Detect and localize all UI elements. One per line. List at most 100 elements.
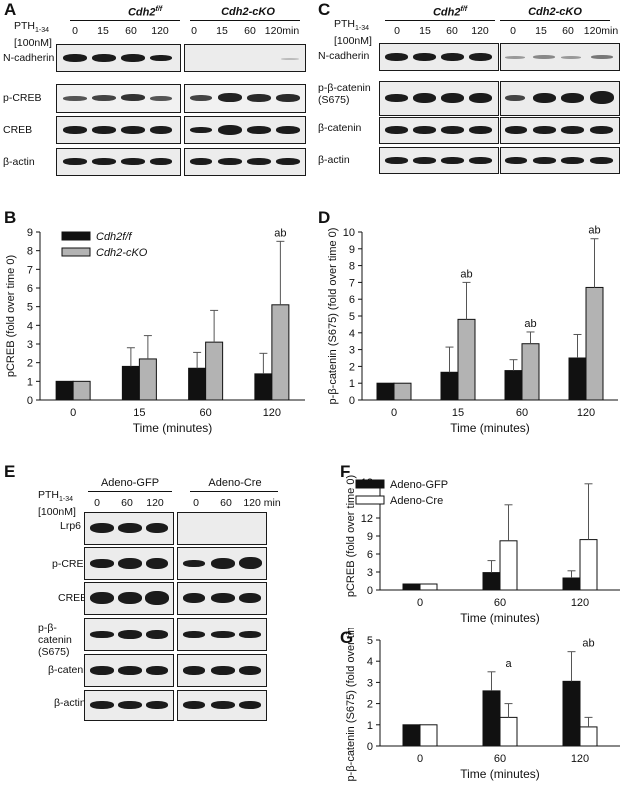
panel-letter-c: C — [318, 0, 331, 19]
x-tick-label: 60 — [516, 407, 528, 419]
x-tick-label: 60 — [200, 407, 212, 419]
y-tick-label: 7 — [349, 277, 355, 289]
x-axis-label: Time (minutes) — [460, 611, 540, 625]
western-blot-strip — [379, 43, 499, 71]
y-tick-label: 9 — [367, 531, 373, 543]
panel-a-time-label: 0 — [72, 25, 78, 37]
panel-c-time-label: 15 — [535, 25, 547, 37]
panel-c-row-label: p-β-catenin (S675) — [318, 82, 371, 106]
panel-c-time-label: 120 — [471, 25, 489, 37]
bar — [419, 724, 438, 747]
panel-e-row-label: p-β-catenin (S675) — [38, 622, 72, 658]
panel-c-group-1: Cdh2f/f — [432, 6, 468, 19]
bar — [504, 370, 523, 401]
western-blot-strip — [177, 512, 267, 545]
panel-e-row-label: p-CREB — [52, 558, 91, 570]
western-blot-strip — [84, 547, 174, 580]
y-tick-label: 4 — [349, 328, 355, 340]
y-tick-label: 0 — [27, 395, 33, 407]
panel-c-row-label: β-actin — [318, 154, 350, 166]
panel-a-time-label: 120min — [264, 25, 300, 37]
panel-letter-b: B — [4, 208, 17, 227]
y-tick-label: 3 — [349, 345, 355, 357]
significance-label: ab — [588, 225, 600, 237]
western-blot-strip — [177, 654, 267, 687]
panel-c-row-label: N-cadherin — [318, 50, 370, 62]
y-tick-label: 10 — [343, 227, 355, 239]
panel-letter-g: G — [340, 628, 354, 647]
panel-a-group-1: Cdh2f/f — [127, 6, 163, 19]
western-blot-strip — [500, 147, 620, 174]
y-tick-label: 3 — [27, 339, 33, 351]
panel-c-time-label: 0 — [510, 25, 516, 37]
bar — [499, 716, 518, 747]
y-axis-label: pCREB (fold over time 0) — [5, 255, 17, 377]
bar — [562, 680, 581, 747]
panel-c-treatment: PTH1-34 [100nM] — [334, 18, 372, 48]
panel-a-group-2-line — [190, 20, 300, 21]
y-tick-label: 1 — [367, 720, 373, 732]
y-tick-label: 2 — [27, 358, 33, 370]
bar — [254, 373, 273, 401]
western-blot-strip — [184, 148, 306, 176]
panel-letter-f: F — [340, 462, 351, 481]
y-tick-label: 2 — [367, 699, 373, 711]
y-tick-label: 6 — [27, 283, 33, 295]
x-tick-label: 60 — [494, 597, 506, 609]
western-blot-strip — [56, 84, 181, 113]
western-blot-strip — [177, 582, 267, 615]
panel-a-time-label: 15 — [97, 25, 109, 37]
panel-e-row-label: β-actin — [54, 697, 86, 709]
legend-swatch — [355, 479, 385, 489]
bar — [419, 583, 438, 591]
panel-c-time-label: 120min — [583, 25, 619, 37]
legend-label: Cdh2-cKO — [96, 247, 148, 259]
legend-label: Cdh2f/f — [96, 231, 132, 243]
y-tick-label: 12 — [361, 513, 373, 525]
western-blot-strip — [56, 148, 181, 176]
bar — [579, 726, 598, 747]
legend-swatch — [61, 231, 91, 241]
legend-label: Adeno-GFP — [390, 479, 448, 491]
y-tick-label: 2 — [349, 361, 355, 373]
western-blot-strip — [500, 43, 620, 71]
y-tick-label: 0 — [367, 585, 373, 597]
chart-f: 0369121518pCREB (fold over time 0)060120… — [345, 475, 620, 625]
chart-d: 0 1 2 3 4 5 6 7 8 9 10 p-β-catenin (S675) (fold ove… — [327, 225, 618, 435]
western-blot-strip — [56, 44, 181, 72]
panel-e-time-label: 0 — [94, 497, 100, 509]
y-tick-label: 9 — [349, 244, 355, 256]
panel-e-time-label: 120 — [146, 497, 164, 509]
panel-e-treatment: PTH1-34 [100nM] — [38, 489, 76, 519]
panel-a-row-label: CREB — [3, 124, 33, 136]
panel-e-group-2: Adeno-Cre — [208, 477, 262, 489]
x-tick-label: 120 — [571, 753, 589, 765]
panel-c-time-label: 0 — [394, 25, 400, 37]
panel-c-group-1-line — [385, 20, 495, 21]
x-tick-label: 0 — [391, 407, 397, 419]
panel-letter-a: A — [4, 0, 17, 19]
western-blot-strip — [184, 44, 306, 72]
western-blot-strip — [379, 147, 499, 174]
panel-e-group-1: Adeno-GFP — [100, 477, 160, 489]
panel-a-time-label: 60 — [244, 25, 256, 37]
western-blot-strip — [56, 116, 181, 144]
y-axis-label: pCREB (fold over time 0) — [345, 475, 357, 597]
panel-e-row-label: CREB — [58, 592, 88, 604]
y-tick-label: 7 — [27, 264, 33, 276]
x-tick-label: 60 — [494, 753, 506, 765]
bar — [440, 371, 459, 401]
significance-label: a — [505, 658, 512, 670]
y-axis-label: p-β-catenin (S675) (fold over time 0) — [345, 628, 357, 781]
significance-label: ab — [582, 638, 594, 650]
western-blot-strip — [500, 81, 620, 116]
legend-swatch — [355, 495, 385, 505]
bar — [499, 540, 518, 591]
bar — [393, 382, 412, 401]
y-tick-label: 8 — [27, 246, 33, 258]
western-blot-strip — [84, 654, 174, 687]
significance-label: ab — [524, 318, 536, 330]
bar — [562, 577, 581, 591]
panel-c-group-2-line — [500, 20, 610, 21]
x-tick-label: 120 — [577, 407, 595, 419]
